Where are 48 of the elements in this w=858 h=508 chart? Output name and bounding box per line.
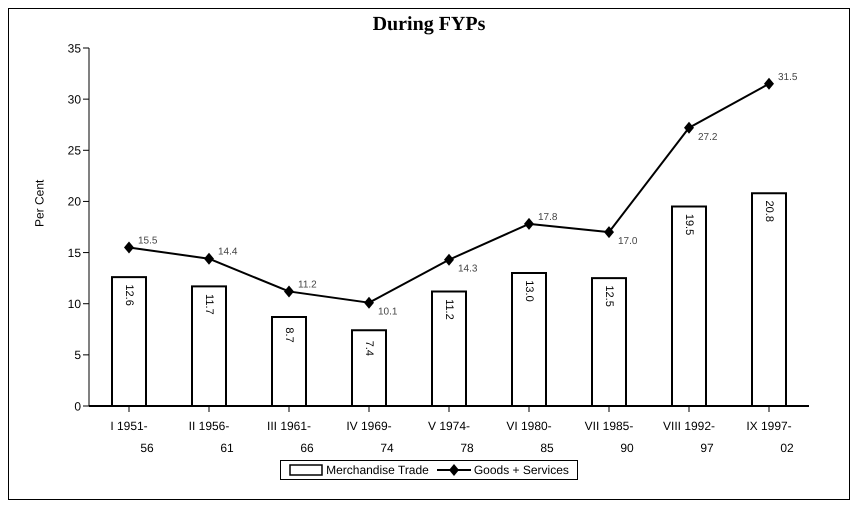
data-label: 15.5 [138,235,158,246]
y-axis-title: Per Cent [32,178,46,227]
point [684,122,694,134]
y-tick-label: 20 [68,194,82,209]
point [124,241,134,254]
y-tick-label: 10 [68,296,82,311]
x-tick-label: II 1956-61 [188,419,234,455]
y-tick-label: 5 [74,348,82,362]
legend-label: Goods + Services [474,463,569,477]
chart-title: During FYPs [372,13,486,36]
y-tick-label: 25 [68,144,82,158]
point [604,226,614,238]
data-label: 10.1 [378,306,398,318]
data-label: 12.6 [123,284,136,306]
data-label: 20.8 [763,200,776,222]
data-label: 13.0 [523,280,536,302]
data-label: 19.5 [683,214,696,236]
data-label: 12.5 [603,285,616,307]
y-tick-label: 30 [68,92,82,106]
data-label: 17.0 [618,236,638,248]
legend-label: Merchandise Trade [326,463,429,477]
data-label: 31.5 [778,72,798,83]
y-tick-label: 35 [68,41,82,56]
x-tick-label: VIII 1992-97 [662,419,716,455]
point [204,252,214,265]
data-label: 27.2 [698,132,718,143]
point [444,254,454,266]
x-tick-label: V 1974-78 [428,419,474,455]
data-label: 11.7 [203,294,216,315]
data-label: 11.2 [443,299,456,320]
y-tick-label: 15 [68,246,82,260]
point [284,285,294,298]
point [764,78,774,90]
data-label: 17.8 [538,212,558,223]
x-tick-label: I 1951-56 [110,419,154,455]
x-tick-label: IV 1969-74 [346,419,394,455]
data-label: 8.7 [283,327,296,343]
point [524,218,534,230]
y-tick-label: 0 [74,399,82,414]
data-label: 7.4 [363,340,376,356]
point [364,296,374,309]
data-label: 14.4 [218,246,238,258]
x-tick-label: IX 1997-02 [746,419,794,455]
data-label: 14.3 [458,264,478,275]
x-tick-label: III 1961-66 [266,419,314,455]
x-tick-label: VI 1980-85 [506,419,554,455]
x-tick-label: VII 1985-90 [584,419,634,455]
data-label: 11.2 [298,279,318,290]
